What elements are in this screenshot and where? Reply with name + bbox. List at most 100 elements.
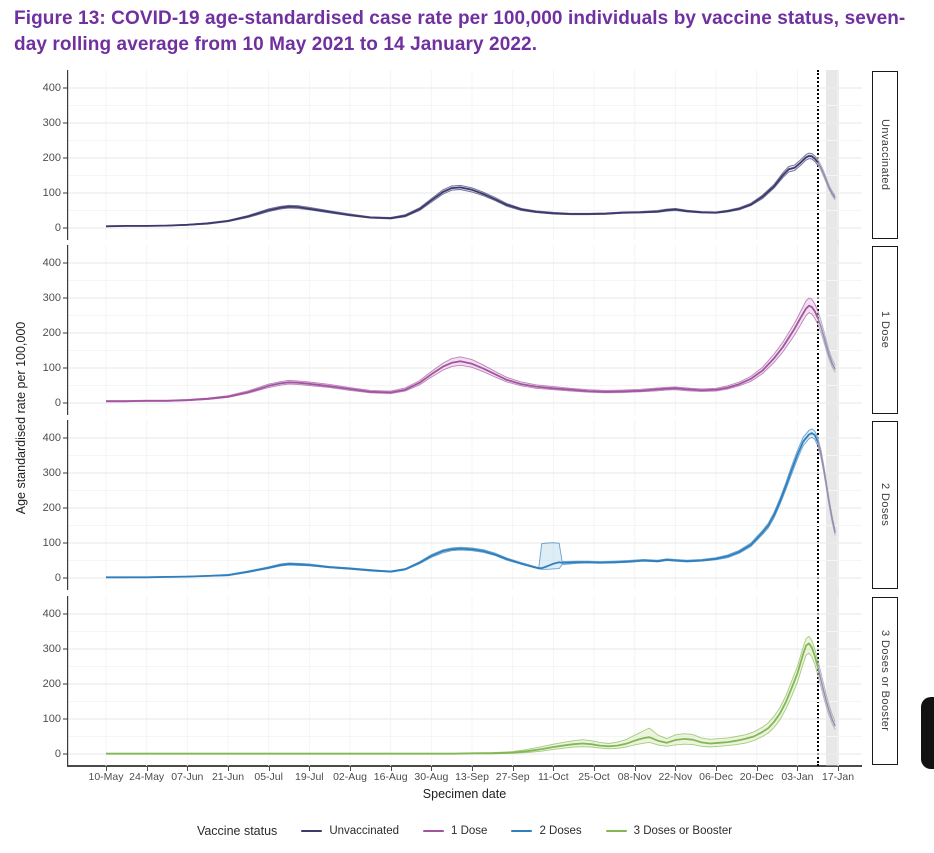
legend: Vaccine status Unvaccinated 1 Dose 2 Doses… bbox=[67, 820, 862, 842]
facet-strip-unvaccinated: Unvaccinated bbox=[872, 71, 898, 239]
facet-panel-unvaccinated bbox=[63, 70, 862, 240]
y-tick-label: 300 bbox=[42, 292, 61, 304]
y-tick-label: 400 bbox=[42, 608, 61, 620]
y-tick-label: 0 bbox=[54, 397, 61, 409]
y-tick-label: 400 bbox=[42, 257, 61, 269]
legend-line-swatch bbox=[605, 829, 627, 833]
rate-line bbox=[105, 155, 836, 228]
legend-title: Vaccine status bbox=[196, 824, 278, 838]
facet-strip-label: 3 Doses or Booster bbox=[879, 630, 891, 732]
legend-label: Unvaccinated bbox=[329, 825, 399, 837]
x-tick-mark bbox=[106, 766, 107, 771]
x-tick-mark bbox=[390, 766, 392, 771]
confidence-band-edges bbox=[106, 428, 836, 579]
x-tick-label: 13-Sep bbox=[455, 771, 489, 783]
facet-strip-two-doses: 2 Doses bbox=[872, 421, 898, 589]
legend-item: Unvaccinated bbox=[301, 825, 399, 837]
x-tick-label: 03-Jan bbox=[781, 771, 814, 783]
y-axis-title: Age standardised rate per 100,000 bbox=[14, 321, 28, 515]
x-tick-mark bbox=[431, 766, 433, 771]
x-tick-label: 17-Jan bbox=[821, 771, 855, 783]
y-tick-label: 400 bbox=[42, 432, 61, 444]
y-tick-label: 400 bbox=[42, 82, 61, 94]
y-tick-label: 100 bbox=[42, 362, 61, 374]
y-tick-label: 300 bbox=[42, 643, 61, 655]
x-tick-label: 22-Nov bbox=[658, 771, 693, 783]
facet-strip-three-doses-or-booster: 3 Doses or Booster bbox=[872, 597, 898, 765]
facet-panel-one-dose bbox=[63, 245, 862, 415]
legend-line-swatch bbox=[511, 829, 533, 833]
x-tick-mark bbox=[675, 766, 677, 771]
confidence-band-edges bbox=[106, 297, 836, 403]
provisional-data-band bbox=[826, 70, 839, 766]
y-tick-label: 200 bbox=[42, 152, 61, 164]
x-tick-label: 05-Jul bbox=[254, 771, 283, 783]
x-axis-title: Specimen date bbox=[422, 787, 507, 801]
x-tick-mark bbox=[268, 766, 270, 771]
x-tick-mark bbox=[309, 766, 311, 771]
x-axis-line bbox=[67, 765, 862, 767]
facet-panel-three-doses-or-booster bbox=[63, 596, 862, 766]
figure-title: Figure 13: COVID-19 age-standardised cas… bbox=[14, 8, 906, 55]
x-tick-label: 06-Dec bbox=[699, 771, 733, 783]
confidence-band-edges bbox=[105, 152, 836, 228]
legend-label: 1 Dose bbox=[451, 825, 488, 837]
x-tick-mark bbox=[716, 766, 718, 771]
x-tick-mark bbox=[634, 766, 636, 771]
legend-item: 1 Dose bbox=[423, 825, 487, 837]
rate-line bbox=[106, 432, 836, 579]
gridlines bbox=[67, 245, 862, 415]
gridlines bbox=[67, 596, 862, 766]
x-tick-label: 27-Sep bbox=[495, 771, 530, 783]
x-tick-label: 07-Jun bbox=[171, 771, 204, 783]
rate-line bbox=[106, 304, 836, 403]
y-tick-label: 0 bbox=[54, 222, 61, 234]
y-tick-label: 0 bbox=[54, 748, 61, 760]
rate-line bbox=[106, 642, 836, 755]
legend-line-swatch bbox=[301, 829, 323, 833]
facet-strip-label: 2 Doses bbox=[879, 483, 891, 527]
legend-item: 3 Doses or Booster bbox=[605, 825, 733, 837]
y-tick-label: 100 bbox=[42, 537, 61, 549]
x-tick-mark bbox=[553, 766, 555, 771]
x-tick-mark bbox=[756, 766, 758, 771]
x-tick-mark bbox=[187, 766, 189, 771]
y-tick-label: 200 bbox=[42, 678, 61, 690]
legend-label: 3 Doses or Booster bbox=[633, 825, 733, 837]
x-tick-mark bbox=[146, 766, 148, 771]
x-tick-label: 24-May bbox=[129, 771, 165, 783]
facet-strip-label: 1 Dose bbox=[879, 311, 891, 349]
y-axis bbox=[63, 70, 69, 240]
scrollbar-thumb[interactable] bbox=[921, 697, 934, 769]
x-tick-mark bbox=[228, 766, 229, 771]
legend-line-swatch bbox=[423, 829, 444, 833]
x-tick-label: 10-May bbox=[88, 771, 124, 783]
legend-label: 2 Doses bbox=[539, 825, 582, 837]
gridlines bbox=[67, 70, 862, 240]
x-tick-mark bbox=[838, 766, 840, 771]
x-tick-label: 08-Nov bbox=[617, 771, 652, 783]
gridlines bbox=[67, 420, 862, 590]
x-tick-label: 20-Dec bbox=[739, 771, 774, 783]
y-axis bbox=[63, 420, 69, 590]
x-tick-mark bbox=[350, 766, 352, 771]
y-tick-label: 200 bbox=[42, 502, 61, 514]
facet-strip-label: Unvaccinated bbox=[879, 119, 891, 191]
legend-item: 2 Doses bbox=[511, 825, 582, 837]
x-tick-label: 25-Oct bbox=[578, 771, 610, 783]
x-tick-label: 30-Aug bbox=[414, 771, 449, 783]
x-tick-mark bbox=[512, 766, 514, 771]
x-tick-label: 19-Jul bbox=[295, 771, 324, 783]
y-tick-label: 300 bbox=[42, 467, 61, 479]
facet-strip-one-dose: 1 Dose bbox=[872, 246, 898, 414]
x-tick-mark bbox=[797, 766, 799, 771]
cutoff-dotted-line bbox=[816, 70, 819, 766]
x-tick-label: 11-Oct bbox=[537, 771, 569, 783]
y-tick-label: 100 bbox=[42, 713, 61, 725]
x-tick-label: 21-Jun bbox=[211, 771, 245, 783]
x-tick-mark bbox=[594, 766, 596, 771]
x-tick-mark bbox=[472, 766, 474, 771]
y-axis bbox=[63, 596, 69, 766]
y-axis bbox=[63, 245, 69, 415]
